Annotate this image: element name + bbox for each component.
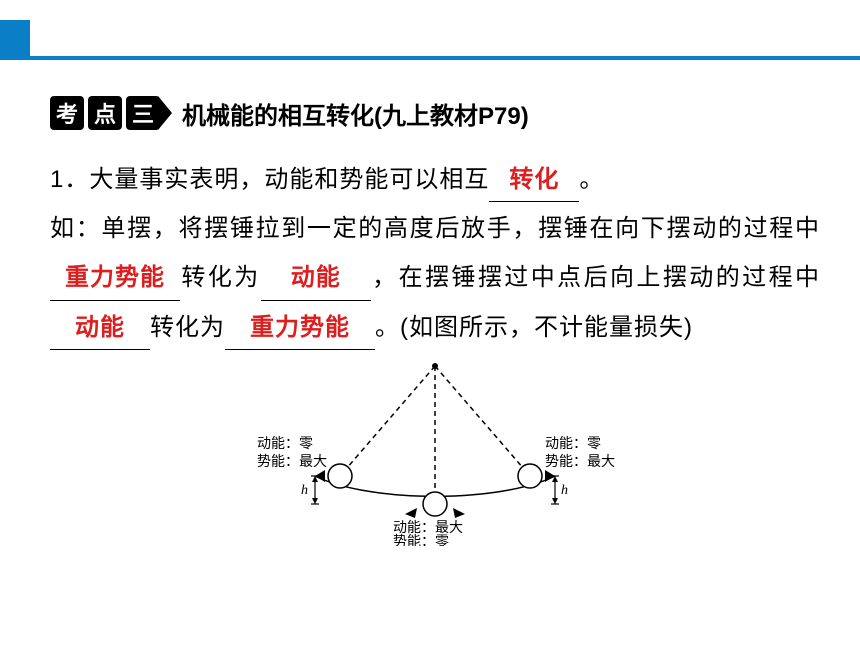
arc-arrow-mid-right bbox=[453, 508, 465, 518]
text-p1a: 1．大量事实表明，动能和势能可以相互 bbox=[50, 166, 489, 193]
header-bar bbox=[0, 0, 860, 58]
h-right-label: h bbox=[561, 483, 568, 498]
blank-3: 动能 bbox=[261, 253, 371, 302]
blank-1: 转化 bbox=[489, 155, 579, 204]
header-accent-line bbox=[0, 56, 860, 60]
section-title: 机械能的相互转化 bbox=[182, 96, 374, 131]
text-p2a: 如：单摆，将摆锤拉到一定的高度后放手，摆锤在向下摆动的过程中 bbox=[50, 215, 820, 242]
blank-5: 重力势能 bbox=[225, 303, 375, 352]
text-p2c: ，在摆锤摆过中点后向上摆动的过程中 bbox=[371, 264, 820, 291]
body-paragraph-2: 如：单摆，将摆锤拉到一定的高度后放手，摆锤在向下摆动的过程中重力势能转化为动能，… bbox=[50, 204, 820, 352]
section-header: 考 点 三 机械能的相互转化 (九上教材P79) bbox=[50, 95, 820, 131]
section-ref: (九上教材P79) bbox=[374, 96, 529, 131]
diag-bottom-pe: 势能：零 bbox=[393, 534, 449, 546]
section-badge: 考 点 三 bbox=[50, 95, 172, 131]
diag-left-pe: 势能：最大 bbox=[257, 454, 327, 470]
page: 考 点 三 机械能的相互转化 (九上教材P79) 1．大量事实表明，动能和势能可… bbox=[0, 0, 860, 645]
blank-4: 动能 bbox=[50, 303, 150, 352]
diag-left-ke: 动能：零 bbox=[257, 436, 313, 452]
pendulum-diagram: h h 动能：零 势能：最大 动能：零 势能：最大 动能：最大 势能：零 bbox=[255, 356, 615, 546]
diag-bottom-ke: 动能：最大 bbox=[393, 520, 463, 536]
badge-char-3: 三 bbox=[126, 96, 160, 130]
bob-mid bbox=[423, 492, 447, 516]
diag-right-pe: 势能：最大 bbox=[545, 454, 615, 470]
body-paragraph-1: 1．大量事实表明，动能和势能可以相互转化。 bbox=[50, 155, 820, 204]
text-p2d: 转化为 bbox=[150, 314, 225, 341]
h-left-label: h bbox=[301, 483, 308, 498]
h-right-dn-arrow bbox=[552, 498, 558, 504]
answer-4: 动能 bbox=[69, 314, 131, 341]
bob-right bbox=[518, 464, 542, 488]
header-accent-block bbox=[0, 20, 30, 58]
diagram-container: h h 动能：零 势能：最大 动能：零 势能：最大 动能：最大 势能：零 bbox=[50, 356, 820, 546]
text-p2e: 。(如图所示，不计能量损失) bbox=[375, 314, 693, 341]
arc-arrow-mid-left bbox=[405, 508, 417, 518]
answer-5: 重力势能 bbox=[244, 314, 356, 341]
content-area: 考 点 三 机械能的相互转化 (九上教材P79) 1．大量事实表明，动能和势能可… bbox=[50, 95, 820, 546]
blank-2: 重力势能 bbox=[50, 253, 180, 302]
string-left bbox=[340, 366, 435, 476]
text-p1b: 。 bbox=[579, 166, 604, 193]
bob-left bbox=[328, 464, 352, 488]
answer-2: 重力势能 bbox=[59, 264, 171, 291]
answer-3: 动能 bbox=[285, 264, 347, 291]
answer-1: 转化 bbox=[503, 166, 565, 193]
h-left-dn-arrow bbox=[312, 498, 318, 504]
string-right bbox=[435, 366, 530, 476]
badge-char-1: 考 bbox=[50, 96, 84, 130]
badge-char-2: 点 bbox=[88, 96, 122, 130]
badge-arrow-icon bbox=[158, 96, 172, 130]
diag-right-ke: 动能：零 bbox=[545, 436, 601, 452]
text-p2b: 转化为 bbox=[180, 264, 261, 291]
